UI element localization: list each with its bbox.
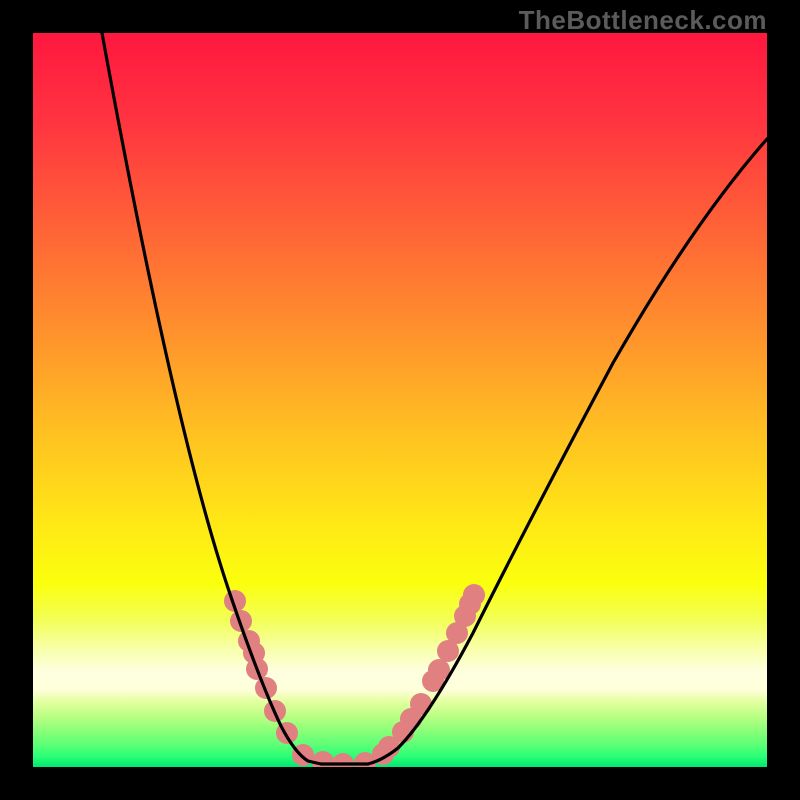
curve-right xyxy=(368,139,767,764)
curve-layer xyxy=(33,33,767,767)
watermark-text: TheBottleneck.com xyxy=(519,5,767,36)
marker-group xyxy=(224,584,485,767)
plot-area xyxy=(33,33,767,767)
curve-left xyxy=(102,33,321,764)
chart-stage: TheBottleneck.com xyxy=(0,0,800,800)
marker-dot xyxy=(463,584,485,606)
